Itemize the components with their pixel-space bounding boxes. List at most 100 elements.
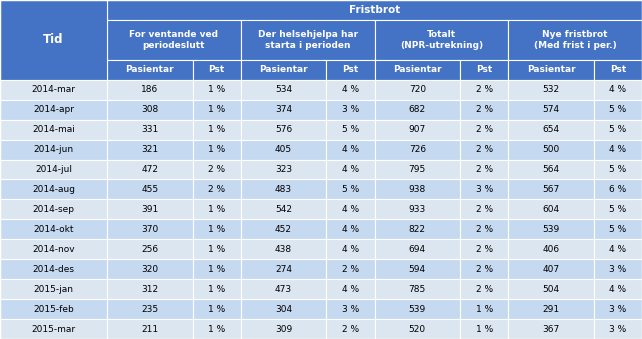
- Text: 795: 795: [409, 165, 426, 174]
- Bar: [508, 279, 594, 299]
- Text: 726: 726: [409, 145, 426, 154]
- Text: 2014-okt: 2014-okt: [33, 225, 74, 234]
- Text: 4 %: 4 %: [609, 145, 627, 154]
- Text: 309: 309: [275, 324, 292, 334]
- Text: 211: 211: [141, 324, 159, 334]
- Text: 822: 822: [409, 225, 426, 234]
- Text: 5 %: 5 %: [609, 165, 627, 174]
- Text: Pasientar: Pasientar: [393, 65, 442, 74]
- Text: 308: 308: [141, 105, 159, 114]
- Text: 370: 370: [141, 225, 159, 234]
- Text: 304: 304: [275, 304, 292, 314]
- Bar: [326, 319, 374, 339]
- Text: 1 %: 1 %: [476, 304, 493, 314]
- Text: 694: 694: [409, 245, 426, 254]
- Bar: [107, 20, 241, 60]
- Text: 3 %: 3 %: [609, 265, 627, 274]
- Bar: [326, 140, 374, 160]
- Bar: [107, 199, 193, 219]
- Text: 1 %: 1 %: [476, 324, 493, 334]
- Bar: [326, 299, 374, 319]
- Text: 576: 576: [275, 125, 292, 134]
- Bar: [508, 319, 594, 339]
- Bar: [460, 140, 508, 160]
- Text: 405: 405: [275, 145, 292, 154]
- Text: Pasientar: Pasientar: [526, 65, 575, 74]
- Bar: [374, 80, 460, 100]
- Bar: [241, 259, 326, 279]
- Bar: [0, 319, 107, 339]
- Bar: [594, 160, 642, 179]
- Text: 2 %: 2 %: [208, 165, 225, 174]
- Bar: [326, 239, 374, 259]
- Bar: [594, 120, 642, 140]
- Text: 4 %: 4 %: [609, 245, 627, 254]
- Bar: [241, 219, 326, 239]
- Bar: [460, 219, 508, 239]
- Text: 320: 320: [141, 265, 159, 274]
- Text: 5 %: 5 %: [609, 125, 627, 134]
- Text: 907: 907: [409, 125, 426, 134]
- Bar: [374, 259, 460, 279]
- Text: 2 %: 2 %: [476, 125, 493, 134]
- Bar: [241, 100, 326, 120]
- Text: 4 %: 4 %: [342, 205, 359, 214]
- Text: 4 %: 4 %: [342, 225, 359, 234]
- Bar: [241, 279, 326, 299]
- Text: 4 %: 4 %: [609, 85, 627, 94]
- Text: 2014-jun: 2014-jun: [33, 145, 74, 154]
- Bar: [460, 279, 508, 299]
- Text: 3 %: 3 %: [342, 304, 359, 314]
- Bar: [193, 199, 241, 219]
- Text: 391: 391: [141, 205, 159, 214]
- Bar: [594, 60, 642, 80]
- Bar: [594, 140, 642, 160]
- Bar: [107, 219, 193, 239]
- Bar: [241, 20, 374, 60]
- Text: 3 %: 3 %: [609, 304, 627, 314]
- Text: 5 %: 5 %: [609, 105, 627, 114]
- Bar: [0, 100, 107, 120]
- Text: 4 %: 4 %: [342, 245, 359, 254]
- Bar: [193, 100, 241, 120]
- Text: 5 %: 5 %: [342, 185, 359, 194]
- Text: Pasientar: Pasientar: [125, 65, 174, 74]
- Bar: [508, 160, 594, 179]
- Bar: [241, 160, 326, 179]
- Bar: [0, 0, 107, 80]
- Text: 1 %: 1 %: [208, 105, 225, 114]
- Bar: [107, 299, 193, 319]
- Bar: [594, 319, 642, 339]
- Bar: [374, 160, 460, 179]
- Text: 5 %: 5 %: [342, 125, 359, 134]
- Bar: [0, 120, 107, 140]
- Bar: [0, 199, 107, 219]
- Bar: [107, 140, 193, 160]
- Bar: [508, 60, 594, 80]
- Text: 2015-jan: 2015-jan: [33, 285, 73, 294]
- Text: 2 %: 2 %: [476, 105, 493, 114]
- Bar: [326, 259, 374, 279]
- Text: 534: 534: [275, 85, 292, 94]
- Text: 5 %: 5 %: [609, 205, 627, 214]
- Bar: [241, 120, 326, 140]
- Text: 407: 407: [542, 265, 560, 274]
- Text: 1 %: 1 %: [208, 285, 225, 294]
- Text: 2014-aug: 2014-aug: [32, 185, 75, 194]
- Bar: [508, 140, 594, 160]
- Bar: [508, 100, 594, 120]
- Text: 2015-mar: 2015-mar: [31, 324, 76, 334]
- Text: 438: 438: [275, 245, 292, 254]
- Text: Pst: Pst: [476, 65, 492, 74]
- Bar: [0, 80, 107, 100]
- Text: 3 %: 3 %: [476, 185, 493, 194]
- Bar: [594, 259, 642, 279]
- Text: 520: 520: [409, 324, 426, 334]
- Text: 1 %: 1 %: [208, 324, 225, 334]
- Bar: [193, 239, 241, 259]
- Text: Totalt
(NPR-utrekning): Totalt (NPR-utrekning): [400, 30, 483, 50]
- Text: 500: 500: [542, 145, 560, 154]
- Text: 3 %: 3 %: [342, 105, 359, 114]
- Text: 1 %: 1 %: [208, 125, 225, 134]
- Bar: [0, 160, 107, 179]
